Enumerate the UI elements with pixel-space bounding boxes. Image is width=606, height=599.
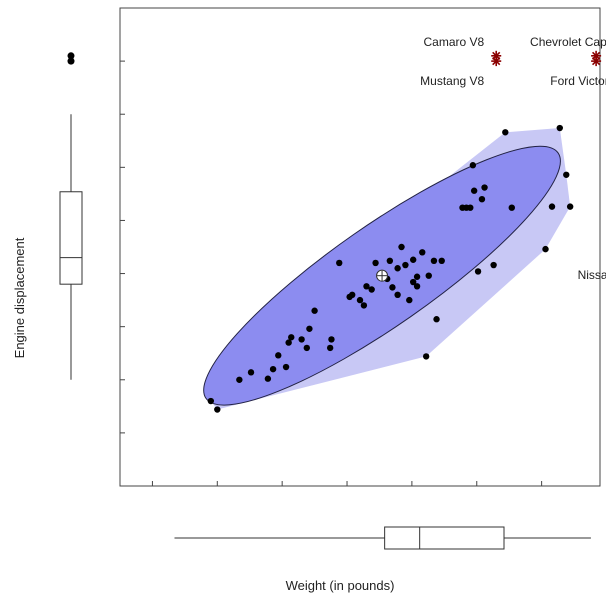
- data-point: [398, 243, 405, 251]
- data-point: [247, 369, 255, 376]
- data-point: [467, 204, 474, 211]
- data-point: [311, 307, 318, 314]
- data-point: [433, 316, 440, 323]
- data-point: [474, 268, 482, 275]
- y-box-outlier: [67, 52, 75, 60]
- data-point: [406, 296, 413, 304]
- data-point: [490, 261, 497, 269]
- data-point: [542, 245, 549, 253]
- data-point: [363, 283, 370, 290]
- data-point: [298, 336, 305, 343]
- data-point: [269, 365, 277, 373]
- outlier-star-stroke: [492, 57, 501, 66]
- data-point: [356, 296, 364, 304]
- data-point: [409, 278, 417, 286]
- data-point: [422, 353, 430, 360]
- data-point: [508, 204, 515, 211]
- data-point: [413, 283, 421, 290]
- data-point: [413, 273, 421, 280]
- y-box-outlier: [67, 57, 75, 65]
- point-label: Ford Victoria V8: [550, 74, 606, 88]
- data-point: [275, 352, 282, 359]
- data-point: [368, 286, 375, 293]
- plot-frame: [119, 7, 601, 487]
- data-point: [425, 272, 432, 279]
- data-point: [394, 265, 401, 272]
- data-point: [288, 334, 295, 341]
- data-point: [478, 196, 486, 203]
- data-point: [360, 302, 368, 309]
- data-point: [419, 249, 426, 256]
- outlier-star: [491, 56, 502, 67]
- data-point: [556, 124, 563, 132]
- data-point: [394, 291, 401, 298]
- data-point: [336, 259, 343, 267]
- data-point: [430, 257, 438, 265]
- data-point: [481, 184, 488, 191]
- data-point: [389, 284, 396, 291]
- outlier-star: [591, 56, 602, 67]
- outlier-star-stroke: [592, 57, 601, 66]
- data-point: [236, 376, 243, 383]
- data-point: [470, 187, 478, 194]
- x-box: [384, 526, 505, 550]
- data-point: [372, 259, 379, 267]
- data-point: [264, 375, 272, 382]
- data-point: [207, 397, 215, 405]
- data-point: [282, 363, 290, 371]
- data-point: [349, 291, 356, 298]
- data-point: [563, 171, 570, 178]
- data-point: [402, 261, 409, 269]
- data-point: [328, 336, 335, 343]
- data-point: [566, 203, 574, 210]
- data-point: [438, 257, 445, 265]
- point-label: Mustang V8: [420, 74, 484, 88]
- data-point: [326, 344, 334, 352]
- point-label: Nissan Van: [578, 268, 606, 282]
- data-point: [469, 162, 477, 169]
- data-point: [409, 256, 417, 263]
- data-point: [502, 129, 509, 136]
- data-point: [285, 339, 292, 346]
- point-label: Camaro V8: [424, 35, 485, 49]
- data-point: [386, 257, 394, 265]
- data-point: [548, 203, 556, 210]
- data-point: [214, 406, 221, 413]
- point-label: Chevrolet Caprice V8: [530, 35, 606, 49]
- y-axis-title: Engine displacement: [12, 237, 27, 358]
- y-box: [59, 191, 83, 285]
- x-axis-title: Weight (in pounds): [286, 578, 395, 593]
- data-point: [303, 344, 311, 352]
- data-point: [306, 325, 313, 332]
